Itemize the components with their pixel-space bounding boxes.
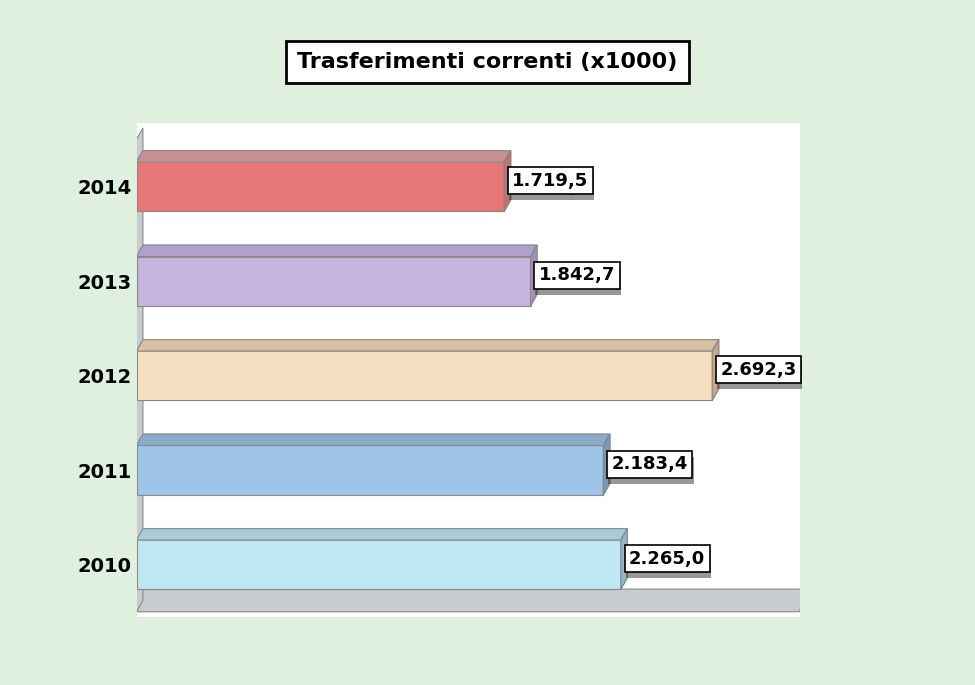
Bar (136, 256, 530, 306)
Bar (136, 162, 504, 211)
Polygon shape (136, 340, 719, 351)
Polygon shape (530, 245, 537, 306)
Polygon shape (713, 340, 719, 400)
Polygon shape (136, 529, 627, 540)
Text: 2.692,3: 2.692,3 (721, 361, 797, 379)
Polygon shape (136, 151, 511, 162)
Text: 2.692,3: 2.692,3 (722, 366, 798, 384)
Polygon shape (136, 245, 537, 256)
Polygon shape (604, 434, 610, 495)
Polygon shape (136, 434, 610, 445)
Bar (136, 540, 621, 589)
Text: Trasferimenti correnti (x1000): Trasferimenti correnti (x1000) (297, 51, 678, 72)
Polygon shape (136, 128, 143, 612)
Text: 2.183,4: 2.183,4 (611, 456, 688, 473)
Text: 2.265,0: 2.265,0 (630, 556, 706, 573)
Text: 2.265,0: 2.265,0 (629, 550, 705, 568)
Polygon shape (136, 589, 806, 612)
Text: 2.183,4: 2.183,4 (612, 461, 689, 479)
Bar (136, 445, 604, 495)
Polygon shape (621, 529, 627, 589)
Text: 1.719,5: 1.719,5 (514, 177, 590, 196)
Polygon shape (504, 151, 511, 211)
Text: 1.842,7: 1.842,7 (540, 272, 616, 290)
Text: 1.719,5: 1.719,5 (513, 172, 589, 190)
Bar (136, 351, 713, 400)
Text: 1.842,7: 1.842,7 (539, 266, 615, 284)
